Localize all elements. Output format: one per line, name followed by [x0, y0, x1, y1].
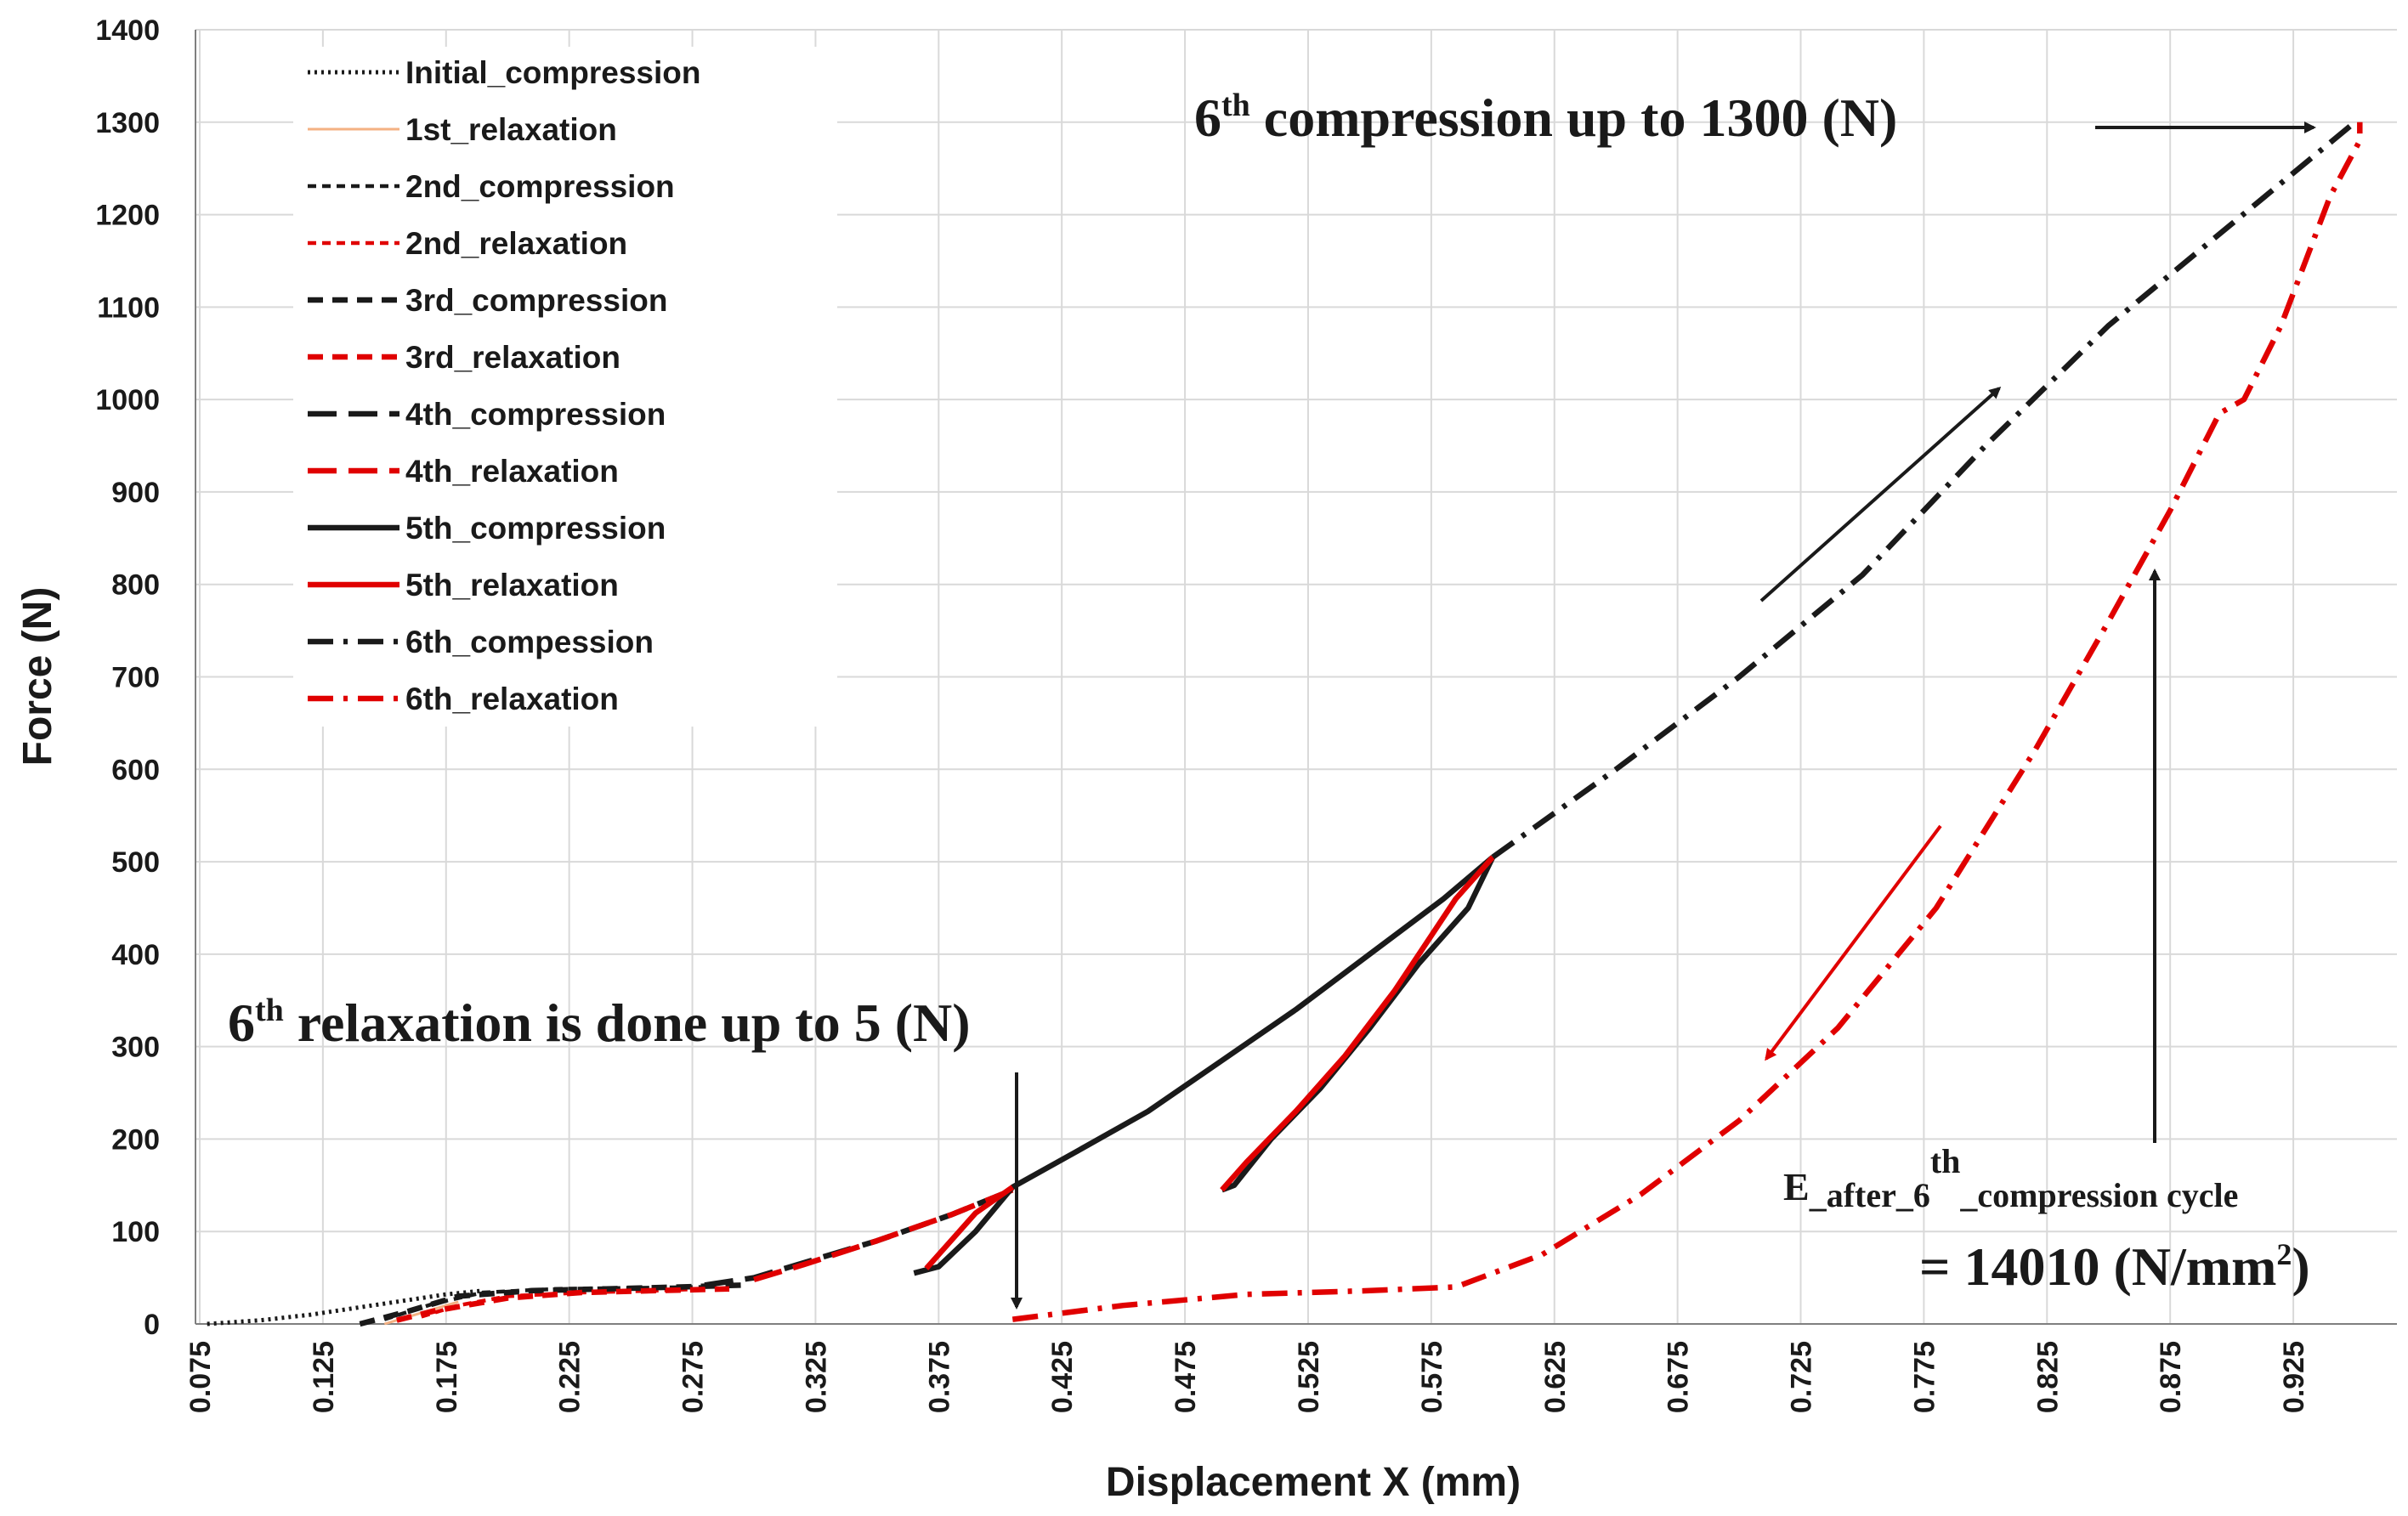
annotation-relaxation: 6th relaxation is done up to 5 (N)	[228, 993, 1023, 1310]
legend-label: 3rd_relaxation	[405, 340, 620, 375]
y-axis-title: Force (N)	[15, 587, 60, 766]
y-tick-label: 300	[111, 1032, 160, 1064]
legend-label: 2nd_compression	[405, 169, 675, 204]
x-tick-label: 0.925	[2278, 1341, 2310, 1413]
x-tick-label: 0.125	[308, 1341, 340, 1413]
modulus-sup: th	[1930, 1142, 1961, 1180]
y-tick-label: 200	[111, 1123, 160, 1156]
modulus-unit-sup: 2	[2276, 1237, 2292, 1271]
x-tick-label: 0.675	[1663, 1341, 1695, 1413]
annot-top-text: compression up to 1300 (N)	[1264, 88, 1898, 148]
series-5th-relaxation	[924, 1185, 1015, 1270]
x-tick-label: 0.625	[1539, 1341, 1572, 1413]
series-3rd-compression	[359, 1282, 742, 1327]
y-tick-label: 1000	[95, 384, 160, 416]
y-tick-label: 600	[111, 754, 160, 786]
modulus-label: E	[1783, 1165, 1810, 1208]
modulus-close: )	[2292, 1236, 2309, 1297]
y-tick-label: 1400	[95, 14, 160, 47]
series-5th-compression	[913, 855, 1495, 1276]
y-tick-label: 400	[111, 939, 160, 971]
legend-background	[293, 47, 837, 727]
axis-ticks: 0 100 200 300 400 500 600 700 800 900 1000 1100 1200…	[95, 14, 2310, 1413]
y-tick-label: 0	[144, 1309, 160, 1341]
unloading-direction-arrow	[1765, 824, 1942, 1061]
annot-bottom-ordinal: 6	[228, 993, 255, 1053]
series-6th-compession	[1491, 120, 2357, 860]
x-tick-label: 0.525	[1293, 1341, 1325, 1413]
legend-label: 1st_relaxation	[405, 112, 617, 147]
annot-bottom-text: relaxation is done up to 5 (N)	[297, 993, 971, 1053]
annot-top-ordinal: 6	[1194, 88, 1221, 148]
x-tick-label: 0.475	[1170, 1341, 1202, 1413]
legend-label: 3rd_compression	[405, 283, 667, 318]
x-tick-label: 0.225	[554, 1341, 586, 1413]
series-6th-relaxation	[1011, 122, 2363, 1322]
legend-label: 2nd_relaxation	[405, 226, 627, 261]
x-tick-label: 0.575	[1416, 1341, 1448, 1413]
svg-text:E_after_6th_compression cycle: E_after_6th_compression cycle	[1783, 1142, 2238, 1214]
x-tick-label: 0.075	[184, 1341, 217, 1413]
y-tick-label: 800	[111, 569, 160, 602]
legend: Initial_compression 1st_relaxation 2nd_com…	[293, 47, 837, 727]
y-tick-label: 500	[111, 846, 160, 879]
y-tick-label: 900	[111, 477, 160, 509]
y-tick-label: 1100	[97, 291, 160, 324]
loading-direction-arrow	[1759, 387, 2002, 602]
series-5th-relaxation-segment-2	[1220, 855, 1495, 1192]
x-axis-title: Displacement X (mm)	[1106, 1460, 1521, 1505]
y-tick-label: 1200	[95, 200, 160, 232]
x-tick-label: 0.875	[2155, 1341, 2187, 1413]
series-4th-relaxation	[753, 1187, 1014, 1282]
x-tick-label: 0.825	[2031, 1341, 2064, 1413]
annotation-modulus: E_after_6th_compression cycle = 14010 (N…	[1783, 1142, 2310, 1297]
annot-bottom-sup: th	[255, 993, 284, 1028]
y-tick-label: 1300	[95, 107, 160, 139]
x-tick-label: 0.375	[923, 1341, 955, 1413]
x-tick-label: 0.425	[1046, 1341, 1079, 1413]
x-tick-label: 0.775	[1908, 1341, 1941, 1413]
x-tick-label: 0.325	[800, 1341, 832, 1413]
legend-label: 6th_relaxation	[405, 682, 619, 716]
annotation-compression: 6th compression up to 1300 (N)	[1194, 88, 2316, 148]
series-3rd-relaxation	[396, 1286, 730, 1323]
series-2nd-compression	[383, 1285, 705, 1321]
legend-label: 5th_compression	[405, 511, 666, 546]
modulus-sub2: _compression cycle	[1959, 1176, 2238, 1214]
legend-label: 6th_compession	[405, 625, 654, 659]
y-tick-label: 100	[111, 1216, 160, 1248]
modulus-value: = 14010 (N/mm	[1919, 1236, 2276, 1297]
x-tick-label: 0.175	[431, 1341, 463, 1413]
series-lines	[207, 120, 2363, 1327]
legend-label: Initial_compression	[405, 55, 701, 90]
legend-label: 4th_relaxation	[405, 454, 619, 489]
legend-label: 5th_relaxation	[405, 568, 619, 602]
svg-text:= 14010 (N/mm2): = 14010 (N/mm2)	[1919, 1236, 2310, 1297]
x-tick-label: 0.725	[1786, 1341, 1818, 1413]
x-tick-label: 0.275	[677, 1341, 710, 1413]
legend-label: 4th_compression	[405, 397, 666, 432]
y-tick-label: 700	[111, 662, 160, 694]
modulus-sub1: _after_6	[1809, 1176, 1930, 1214]
annot-top-sup: th	[1221, 88, 1250, 123]
